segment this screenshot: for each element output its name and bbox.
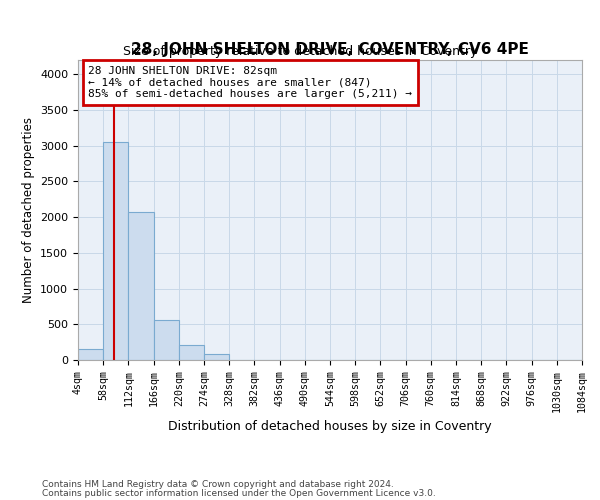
Bar (78, 350, 103, 360)
X-axis label: Distribution of detached houses by size in Coventry: Distribution of detached houses by size … (168, 420, 492, 433)
Title: 28, JOHN SHELTON DRIVE, COVENTRY, CV6 4PE: 28, JOHN SHELTON DRIVE, COVENTRY, CV6 4P… (131, 42, 529, 58)
Bar (154, 320, 179, 360)
Bar (128, 212, 154, 360)
Bar (204, 354, 229, 360)
Text: Contains public sector information licensed under the Open Government Licence v3: Contains public sector information licen… (42, 488, 436, 498)
Bar (179, 345, 204, 360)
Text: Contains HM Land Registry data © Crown copyright and database right 2024.: Contains HM Land Registry data © Crown c… (42, 480, 394, 489)
Text: 28 JOHN SHELTON DRIVE: 82sqm
← 14% of detached houses are smaller (847)
85% of s: 28 JOHN SHELTON DRIVE: 82sqm ← 14% of de… (88, 66, 412, 99)
Text: Size of property relative to detached houses in Coventry: Size of property relative to detached ho… (123, 45, 477, 58)
Bar (103, 142, 128, 360)
Y-axis label: Number of detached properties: Number of detached properties (22, 117, 35, 303)
